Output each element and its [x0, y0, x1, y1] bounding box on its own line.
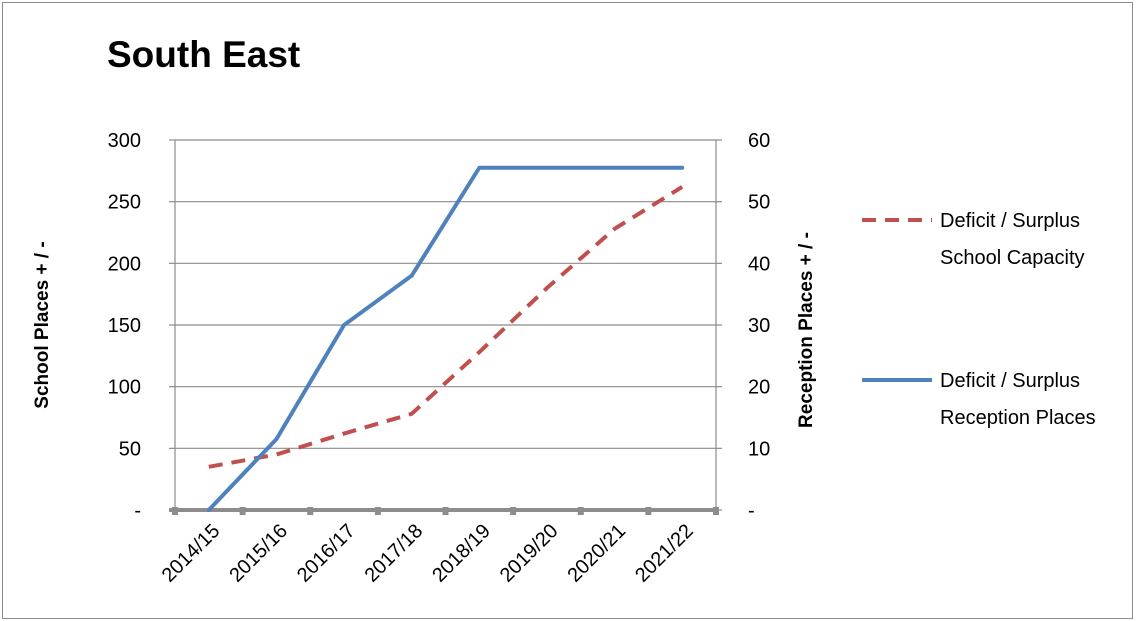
right-axis-title: Reception Places + / - — [796, 232, 817, 428]
left-axis-tick-label: 100 — [108, 377, 141, 399]
x-axis-tick-label: 2018/19 — [428, 520, 495, 587]
right-axis-tick-label: 50 — [748, 192, 770, 214]
x-axis-tick — [374, 507, 381, 515]
right-axis-tick-label: 20 — [748, 377, 770, 399]
x-axis-tick-label: 2017/18 — [361, 520, 428, 587]
series-line-2 — [206, 165, 685, 512]
x-axis-tick-label: 2020/21 — [563, 520, 630, 587]
x-axis-tick-label: 2021/22 — [631, 520, 698, 587]
left-axis-title: School Places + / - — [32, 241, 53, 408]
legend-label-2: Deficit / Surplus — [940, 370, 1080, 392]
x-axis-tick — [239, 507, 246, 515]
x-axis-tick — [510, 507, 517, 515]
left-axis-tick-label: 150 — [108, 315, 141, 337]
right-axis-tick-label: - — [748, 500, 755, 522]
x-axis-tick-label: 2014/15 — [158, 520, 225, 587]
x-axis-tick — [713, 507, 719, 515]
x-axis-tick — [645, 507, 652, 515]
x-axis-tick — [577, 507, 584, 515]
x-axis-tick-label: 2016/17 — [293, 520, 360, 587]
x-axis-tick — [172, 507, 178, 515]
left-axis-tick-label: 250 — [108, 192, 141, 214]
right-axis-tick-label: 40 — [748, 253, 770, 275]
right-axis-tick-label: 10 — [748, 438, 770, 460]
x-axis-tick — [307, 507, 314, 515]
chart-title: South East — [107, 34, 301, 75]
legend-label-2: Reception Places — [940, 407, 1096, 429]
grid-layer — [175, 139, 716, 449]
series-layer — [206, 165, 685, 512]
x-axis-tick-label: 2019/20 — [496, 520, 563, 587]
left-axis-tick-label: - — [134, 500, 141, 522]
right-axis-tick-label: 30 — [748, 315, 770, 337]
left-axis-tick-label: 50 — [119, 438, 141, 460]
x-axis-tick — [442, 507, 449, 515]
legend-layer: Deficit / Surplus School Capacity Deficit … — [862, 210, 1096, 429]
series-line-1 — [208, 185, 684, 469]
legend-label-1: Deficit / Surplus — [940, 210, 1080, 232]
left-axis-tick-label: 200 — [108, 253, 141, 275]
x-axis-tick-label: 2015/16 — [225, 520, 292, 587]
left-axis-tick-label: 300 — [108, 130, 141, 152]
right-axis-tick-label: 60 — [748, 130, 770, 152]
legend-label-1: School Capacity — [940, 247, 1085, 269]
